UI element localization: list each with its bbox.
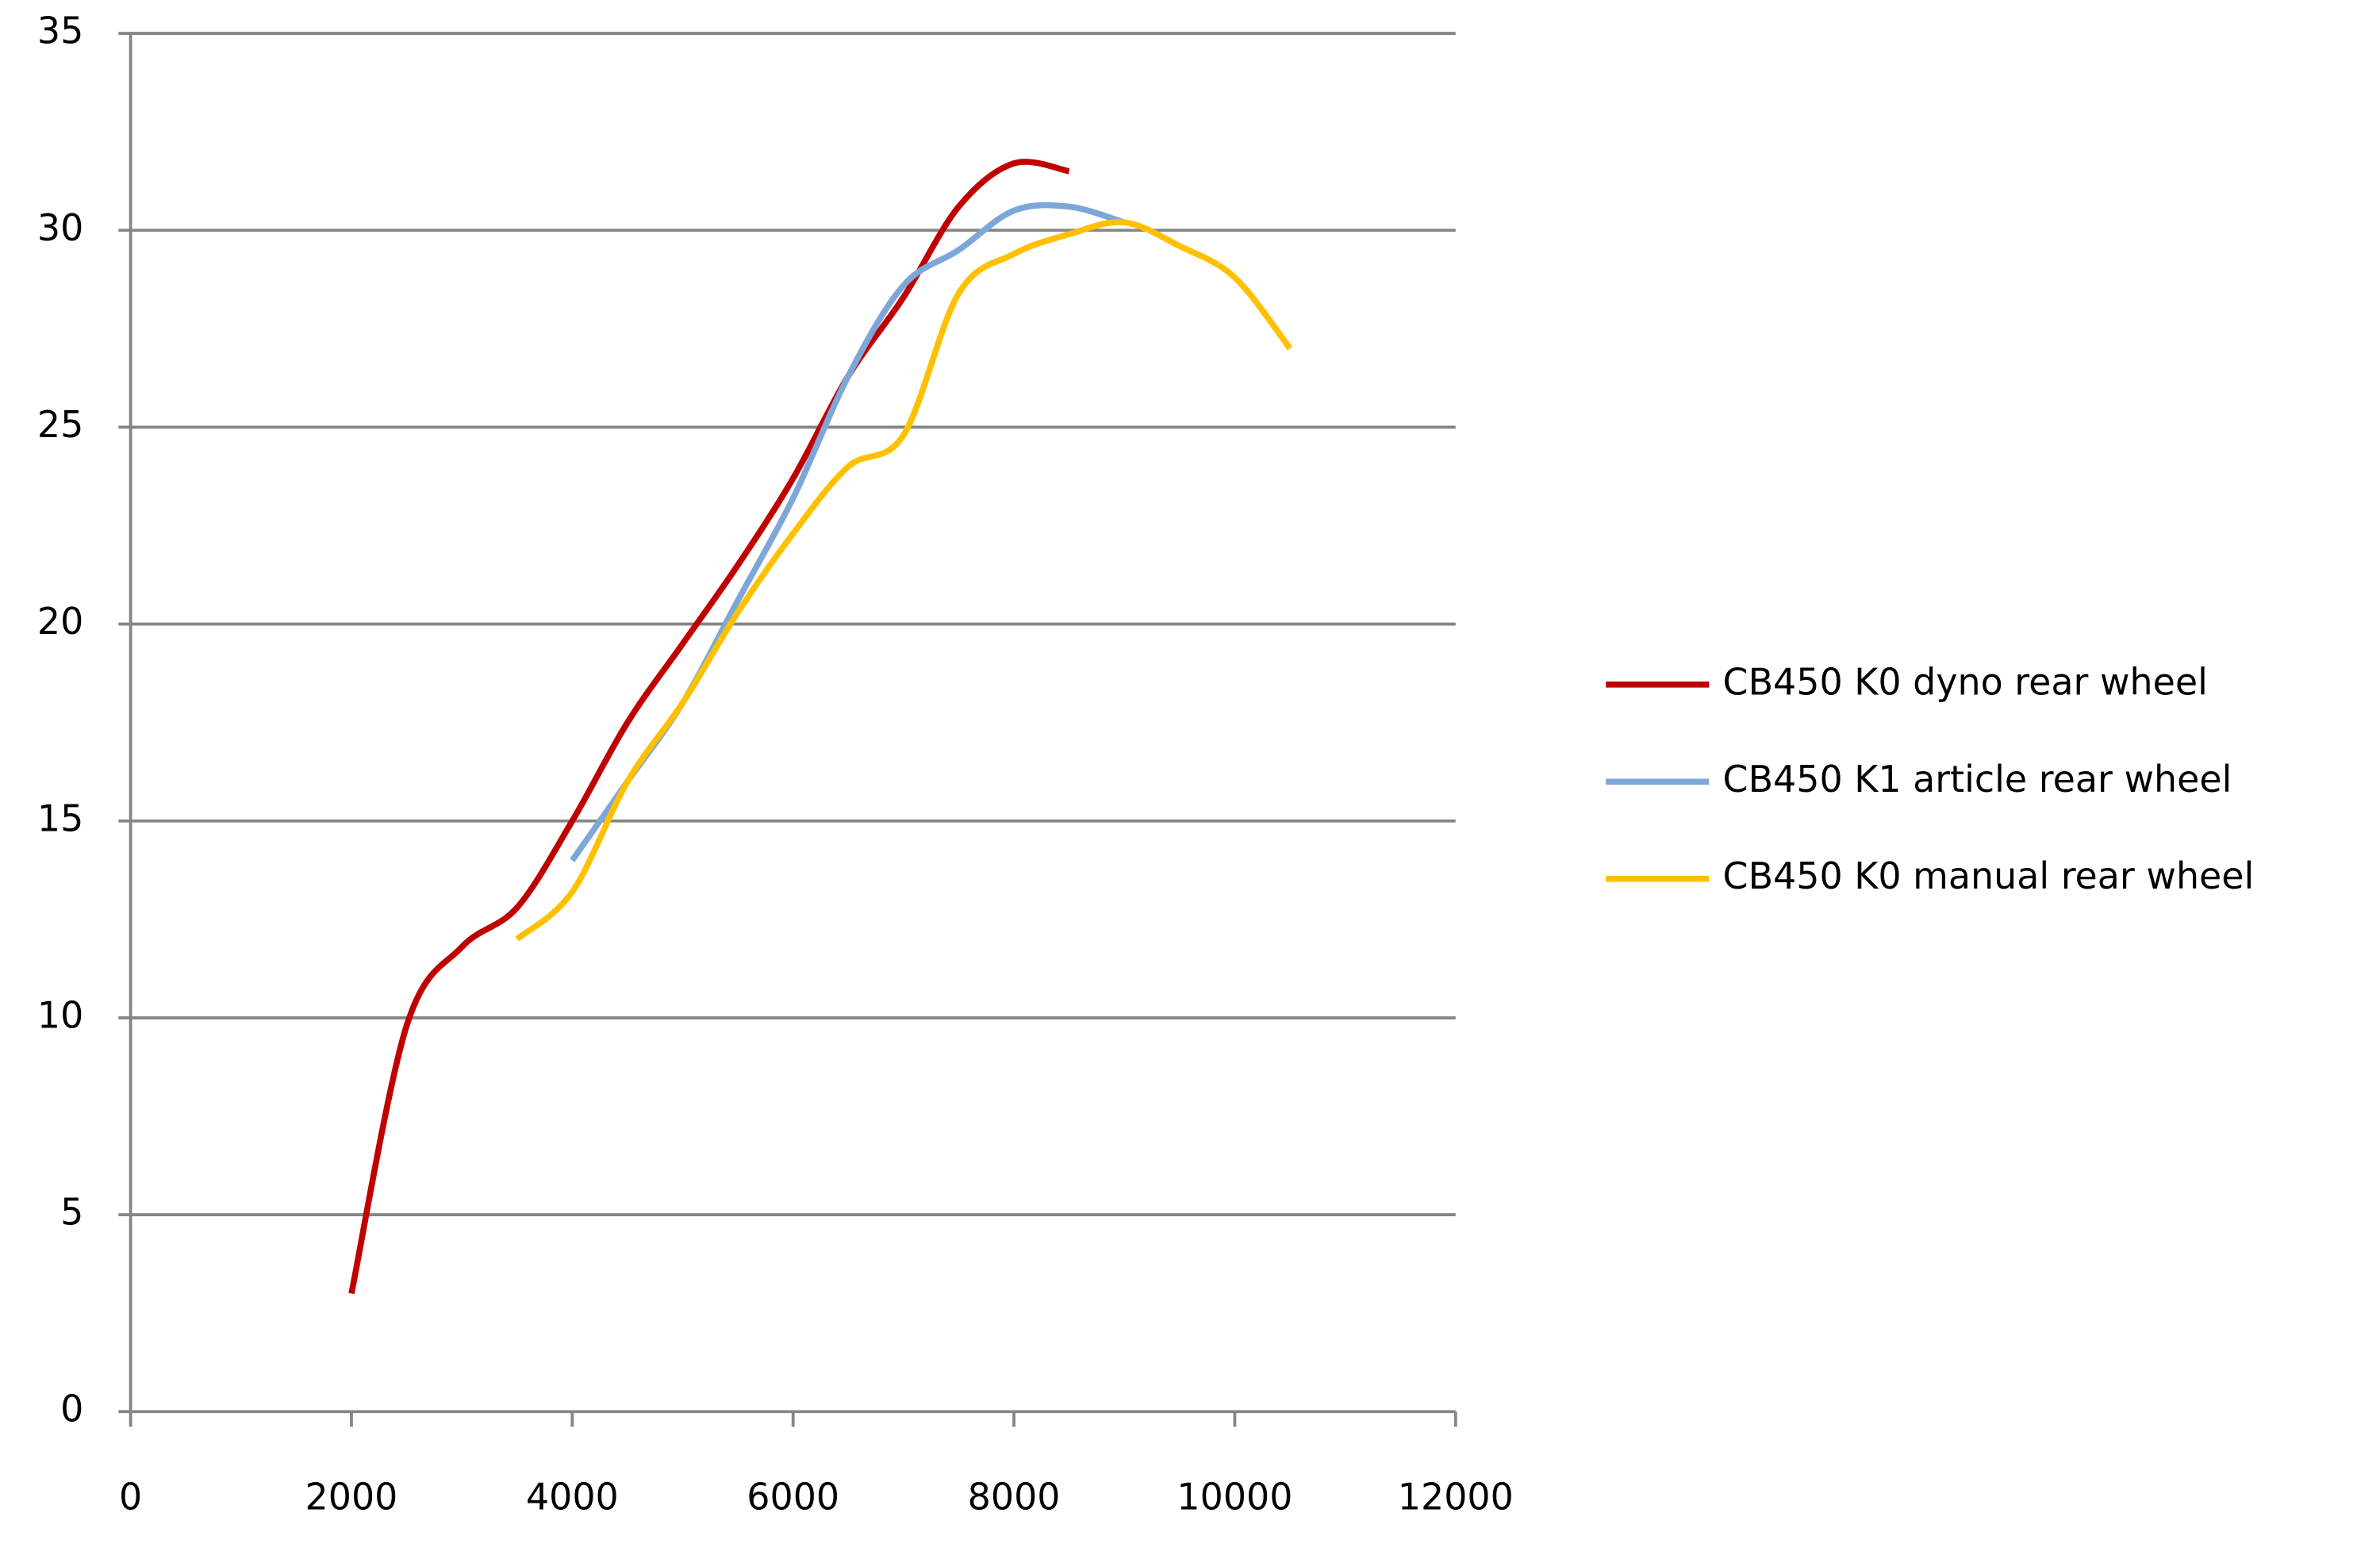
x-tick-label: 8000 xyxy=(968,1476,1061,1519)
series-line xyxy=(348,159,1070,1295)
x-tick-label: 2000 xyxy=(305,1476,398,1519)
y-tick-label: 0 xyxy=(60,1388,83,1430)
y-tick-label: 35 xyxy=(37,10,83,52)
y-tick-label: 10 xyxy=(37,993,83,1036)
y-tick-label: 15 xyxy=(37,797,83,839)
series-line xyxy=(515,219,1293,942)
y-tick-label: 5 xyxy=(60,1191,83,1234)
x-tick-label: 10000 xyxy=(1177,1476,1292,1519)
x-tick-label: 6000 xyxy=(747,1476,839,1519)
x-tick-label: 0 xyxy=(119,1476,142,1519)
legend-label: CB450 K0 manual rear wheel xyxy=(1723,854,2255,897)
y-tick-label: 30 xyxy=(37,206,83,249)
legend-label: CB450 K1 article rear wheel xyxy=(1723,758,2232,801)
x-tick-label: 12000 xyxy=(1398,1476,1514,1519)
y-tick-label: 25 xyxy=(37,403,83,446)
x-tick-label: 4000 xyxy=(526,1476,619,1519)
series-line xyxy=(570,202,1126,862)
legend-label: CB450 K0 dyno rear wheel xyxy=(1723,660,2208,703)
y-tick-label: 20 xyxy=(37,600,83,643)
